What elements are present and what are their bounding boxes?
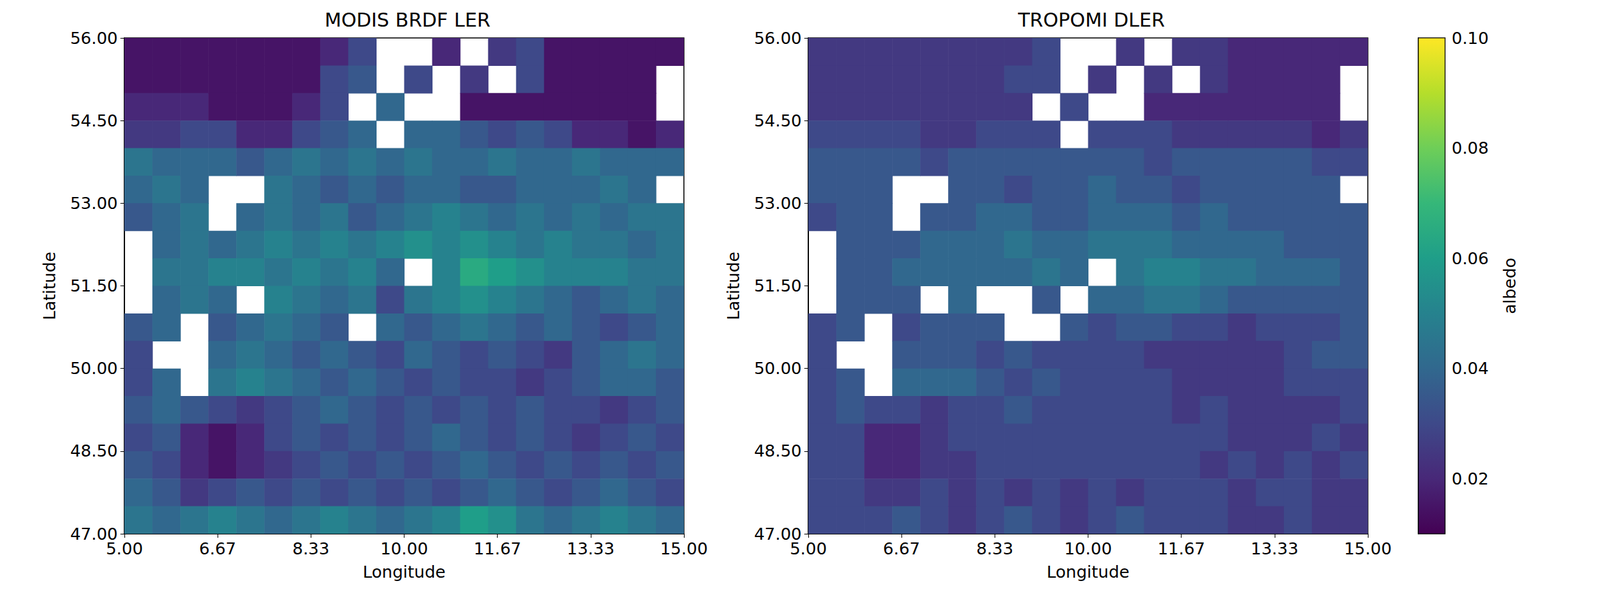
svg-text:13.33: 13.33 <box>1250 538 1299 559</box>
svg-text:51.50: 51.50 <box>753 276 802 296</box>
svg-text:10.00: 10.00 <box>1064 538 1113 559</box>
svg-text:albedo: albedo <box>1500 257 1520 315</box>
svg-text:MODIS BRDF LER: MODIS BRDF LER <box>324 8 491 32</box>
svg-text:51.50: 51.50 <box>69 276 118 296</box>
svg-text:15.00: 15.00 <box>1343 538 1392 559</box>
svg-text:15.00: 15.00 <box>659 538 708 559</box>
svg-text:TROPOMI DLER: TROPOMI DLER <box>1017 8 1165 32</box>
svg-text:0.02: 0.02 <box>1451 469 1489 489</box>
svg-text:13.33: 13.33 <box>566 538 615 559</box>
svg-text:6.67: 6.67 <box>882 538 921 559</box>
svg-text:Latitude: Latitude <box>723 251 744 320</box>
svg-text:8.33: 8.33 <box>975 538 1014 559</box>
svg-text:0.04: 0.04 <box>1451 358 1489 378</box>
svg-text:8.33: 8.33 <box>292 538 330 559</box>
svg-text:50.00: 50.00 <box>753 358 802 378</box>
svg-text:11.67: 11.67 <box>1157 538 1206 559</box>
svg-text:10.00: 10.00 <box>380 538 429 559</box>
svg-text:48.50: 48.50 <box>753 441 802 461</box>
svg-text:48.50: 48.50 <box>69 441 118 461</box>
svg-text:0.06: 0.06 <box>1451 248 1489 269</box>
svg-text:53.00: 53.00 <box>69 193 118 213</box>
svg-text:5.00: 5.00 <box>789 538 827 559</box>
svg-text:11.67: 11.67 <box>473 538 522 559</box>
svg-text:47.00: 47.00 <box>754 523 802 544</box>
svg-text:53.00: 53.00 <box>753 193 802 213</box>
svg-text:5.00: 5.00 <box>105 538 144 559</box>
svg-text:54.50: 54.50 <box>753 111 802 131</box>
svg-text:6.67: 6.67 <box>198 538 237 559</box>
svg-text:Latitude: Latitude <box>39 251 60 320</box>
svg-text:54.50: 54.50 <box>69 111 118 131</box>
svg-text:Longitude: Longitude <box>362 562 446 582</box>
svg-text:56.00: 56.00 <box>69 28 118 48</box>
svg-text:0.08: 0.08 <box>1451 138 1489 158</box>
svg-text:47.00: 47.00 <box>70 523 118 544</box>
svg-text:Longitude: Longitude <box>1046 562 1129 582</box>
svg-text:0.10: 0.10 <box>1451 28 1489 48</box>
svg-text:56.00: 56.00 <box>753 28 802 48</box>
svg-text:50.00: 50.00 <box>69 358 118 378</box>
